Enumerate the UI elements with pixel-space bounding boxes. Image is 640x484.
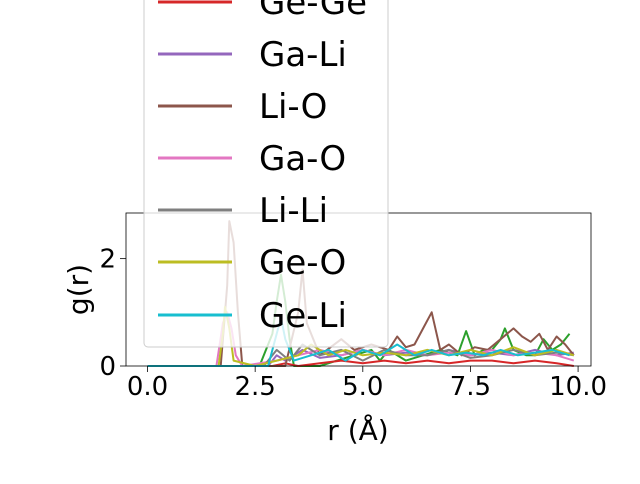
legend-label-ge-li: Ge-Li <box>259 296 347 336</box>
legend-label-ge-ge: Ge-Ge <box>259 0 367 23</box>
series-line-ge-ge <box>147 359 574 367</box>
y-tick-label: 0 <box>99 352 116 382</box>
x-tick-label: 5.0 <box>342 372 383 402</box>
legend-label-ge-o: Ge-O <box>259 243 346 283</box>
x-tick-label: 2.5 <box>234 372 275 402</box>
y-tick-label: 2 <box>99 245 116 275</box>
legend-label-li-o: Li-O <box>259 87 327 127</box>
legend-label-ga-li: Ga-Li <box>259 35 347 75</box>
x-axis-label: r (Å) <box>327 413 388 447</box>
legend-label-ga-o: Ga-O <box>259 139 346 179</box>
legend-label-li-li: Li-Li <box>259 191 328 231</box>
x-tick-label: 7.5 <box>450 372 491 402</box>
y-axis-label: g(r) <box>62 264 95 315</box>
x-tick-label: 0.0 <box>127 372 168 402</box>
x-tick-label: 10.0 <box>549 372 607 402</box>
series-line-li-o <box>147 220 575 367</box>
x-axis-ticks: 0.0 2.5 5.0 7.5 10.0 <box>127 366 607 402</box>
legend: Ge-Ge Ga-Li Li-O Ga-O Li-Li Ge-O Ge-Li <box>143 0 389 348</box>
y-axis-ticks: 02 <box>99 245 126 382</box>
legend-frame <box>143 0 389 348</box>
